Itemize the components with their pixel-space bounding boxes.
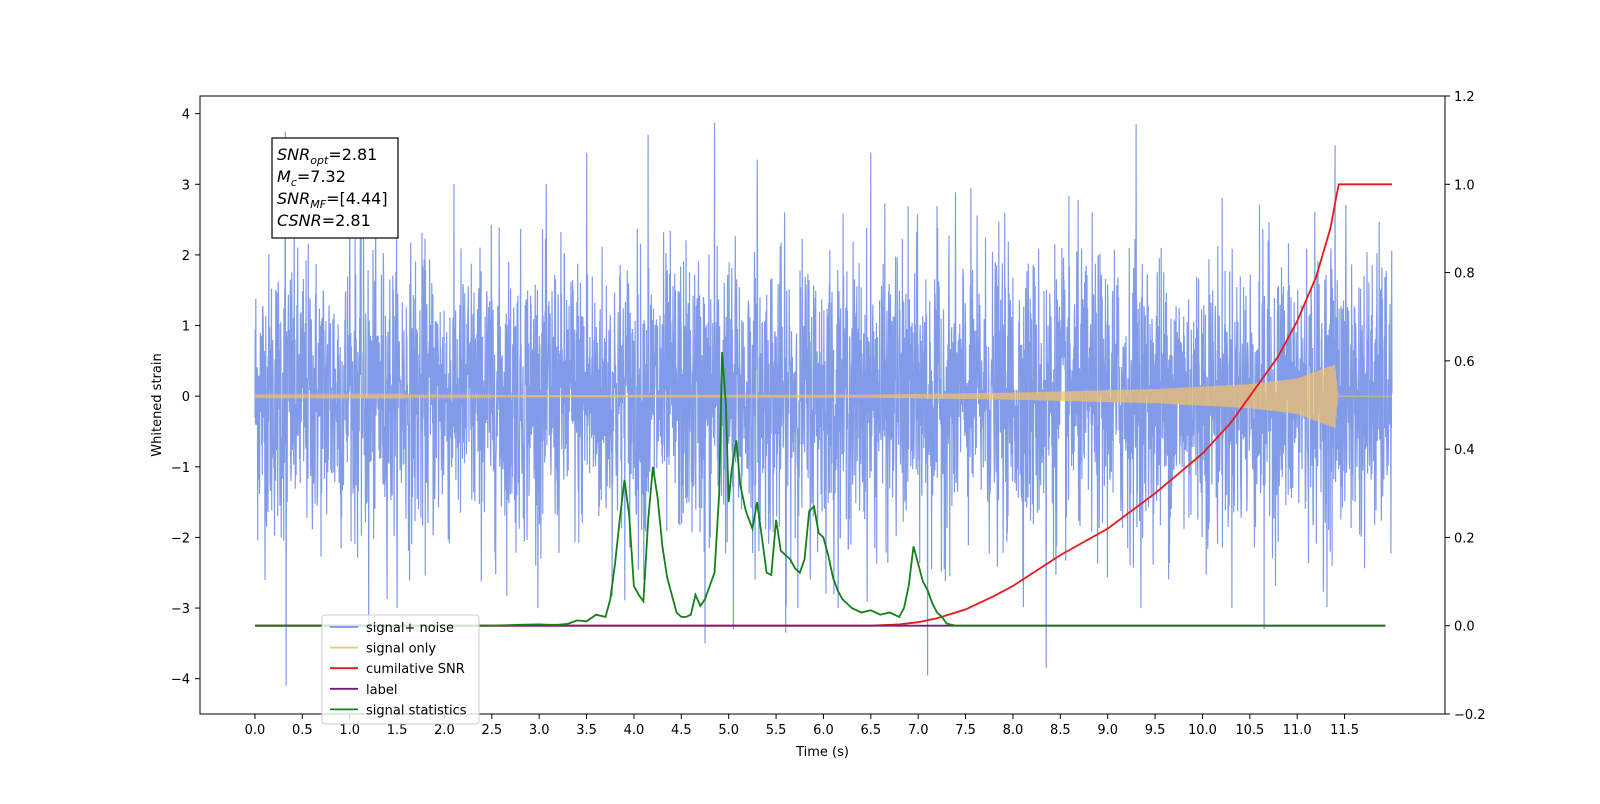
legend-label: cumilative SNR <box>366 662 465 677</box>
plot-area <box>254 122 1393 686</box>
series-line-signal-only <box>254 364 1392 428</box>
x-tick-label: 2.0 <box>434 723 455 738</box>
x-tick-label: 0.0 <box>245 723 266 738</box>
y2-tick-label: 0.4 <box>1454 443 1475 458</box>
y-tick-label: 0 <box>182 390 190 405</box>
y-tick-label: −1 <box>171 461 190 476</box>
stats-value: =[4.44] <box>326 189 388 208</box>
stats-line: SNRopt=2.81 <box>277 145 377 167</box>
y2-tick-label: 0.0 <box>1454 620 1475 635</box>
stats-line: CSNR=2.81 <box>277 211 371 230</box>
legend-label: signal+ noise <box>366 621 454 636</box>
x-tick-label: 0.5 <box>292 723 313 738</box>
x-tick-label: 9.5 <box>1145 723 1166 738</box>
x-tick-label: 11.5 <box>1330 723 1359 738</box>
x-tick-label: 11.0 <box>1283 723 1312 738</box>
stats-line: Mc=7.32 <box>277 167 346 189</box>
y-tick-label: 2 <box>182 249 190 264</box>
x-tick-label: 3.0 <box>529 723 550 738</box>
stats-box <box>271 137 399 239</box>
stats-value: =2.81 <box>322 211 371 230</box>
axes: 0.0 0.5 1.0 1.5 2.0 2.5 3.0 3.5 4.0 4.5 5.0 5.5 6.0 6… <box>150 90 1486 760</box>
legend-label: signal statistics <box>366 703 467 718</box>
x-tick-label: 7.5 <box>955 723 976 738</box>
x-tick-label: 5.5 <box>766 723 787 738</box>
x-axis-label: Time (s) <box>795 745 849 760</box>
stats-line: SNRMF=[4.44] <box>277 189 388 211</box>
stats-value: =7.32 <box>297 167 346 186</box>
stats-subscript: c <box>291 176 297 189</box>
y-tick-label: 3 <box>182 178 190 193</box>
x-tick-label: 6.5 <box>860 723 881 738</box>
y2-tick-label: −0.2 <box>1454 708 1486 723</box>
x-tick-label: 1.5 <box>387 723 408 738</box>
stats-symbol: SNR <box>277 189 310 208</box>
y-tick-label: 1 <box>182 320 190 335</box>
y2-tick-label: 1.2 <box>1454 90 1475 105</box>
x-tick-label: 9.0 <box>1097 723 1118 738</box>
x-tick-label: 6.0 <box>813 723 834 738</box>
y-tick-label: −3 <box>171 602 190 617</box>
x-tick-label: 8.0 <box>1003 723 1024 738</box>
y2-tick-label: 0.8 <box>1454 267 1475 282</box>
x-tick-label: 10.5 <box>1235 723 1264 738</box>
stats-value: =2.81 <box>328 145 377 164</box>
stats-subscript: opt <box>310 154 329 167</box>
stats-symbol: SNR <box>277 145 310 164</box>
y2-tick-label: 0.6 <box>1454 355 1475 370</box>
legend: signal+ noise signal only cumilative SNR la… <box>321 614 480 725</box>
x-tick-label: 4.0 <box>624 723 645 738</box>
y2-tick-label: 0.2 <box>1454 531 1475 546</box>
y-axis-label: Whitened strain <box>150 353 165 456</box>
series-line-cumilative-snr <box>255 183 1392 627</box>
stats-subscript: MF <box>310 198 326 211</box>
axes-frame <box>199 95 1446 715</box>
legend-label: signal only <box>366 642 436 657</box>
x-tick-label: 5.0 <box>718 723 739 738</box>
y2-tick-label: 1.0 <box>1454 178 1475 193</box>
x-tick-label: 8.5 <box>1050 723 1071 738</box>
y-tick-label: 4 <box>182 108 190 123</box>
legend-label: label <box>366 683 397 698</box>
series-line-signal-noise <box>254 122 1393 686</box>
y-tick-label: −2 <box>171 531 190 546</box>
x-tick-label: 4.5 <box>671 723 692 738</box>
legend-box <box>321 614 480 725</box>
y-tick-label: −4 <box>171 673 190 688</box>
x-tick-label: 1.0 <box>339 723 360 738</box>
stats-symbol: M <box>277 167 291 186</box>
stats-symbol: CSNR <box>277 211 322 230</box>
series-line-signal-statistics <box>255 351 1386 627</box>
x-tick-label: 3.5 <box>576 723 597 738</box>
x-tick-label: 10.0 <box>1188 723 1217 738</box>
x-tick-label: 7.0 <box>908 723 929 738</box>
x-tick-label: 2.5 <box>481 723 502 738</box>
